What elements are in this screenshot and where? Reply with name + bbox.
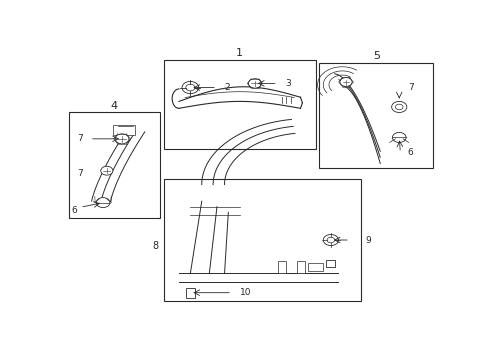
Bar — [319, 63, 434, 168]
Circle shape — [323, 234, 339, 246]
Bar — [326, 260, 336, 267]
Bar — [164, 60, 316, 149]
Bar — [297, 261, 305, 273]
Text: 5: 5 — [373, 51, 380, 61]
Text: 8: 8 — [152, 241, 158, 251]
Bar — [113, 125, 135, 135]
Text: 3: 3 — [285, 79, 291, 88]
Text: 7: 7 — [77, 169, 83, 178]
Text: 9: 9 — [365, 235, 371, 244]
Circle shape — [248, 79, 261, 88]
Circle shape — [115, 134, 129, 144]
Text: 1: 1 — [236, 48, 243, 58]
Text: 7: 7 — [77, 134, 83, 143]
Text: 7: 7 — [408, 83, 414, 92]
Circle shape — [392, 132, 406, 143]
Circle shape — [395, 104, 403, 110]
Text: 2: 2 — [224, 83, 230, 92]
Circle shape — [96, 198, 110, 208]
Text: 6: 6 — [408, 148, 414, 157]
Bar — [186, 288, 195, 298]
Bar — [164, 179, 361, 301]
Circle shape — [101, 166, 113, 175]
Circle shape — [327, 237, 335, 243]
Text: 10: 10 — [240, 288, 251, 297]
Bar — [278, 261, 286, 273]
Bar — [69, 112, 160, 218]
Text: 4: 4 — [111, 100, 118, 111]
Circle shape — [182, 81, 199, 94]
Circle shape — [392, 102, 407, 112]
Text: 6: 6 — [72, 206, 77, 215]
Circle shape — [340, 77, 352, 86]
Bar — [308, 263, 323, 270]
Circle shape — [186, 84, 195, 91]
